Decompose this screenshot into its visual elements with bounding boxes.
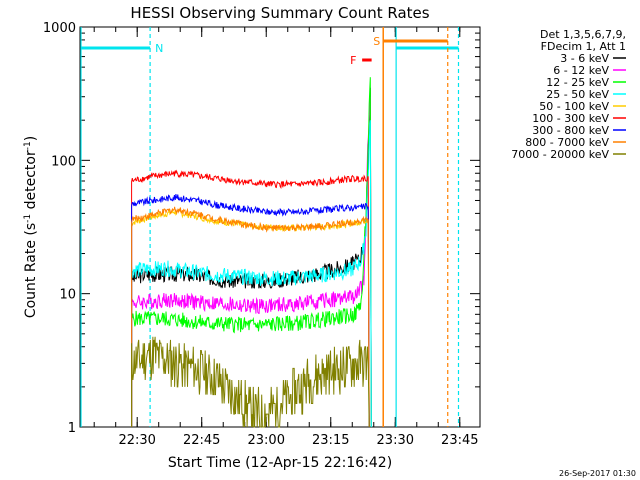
series-line-9 bbox=[131, 336, 370, 428]
series-line-3 bbox=[131, 77, 372, 428]
series-line-4 bbox=[131, 120, 372, 428]
y-label-part2: detector bbox=[23, 150, 39, 214]
legend-entry-label: 7000 - 20000 keV bbox=[511, 148, 609, 161]
observing-intervals: N S F bbox=[80, 27, 460, 427]
x-tick-label: 22:30 bbox=[118, 433, 155, 448]
series-line-6 bbox=[131, 169, 370, 428]
series-group bbox=[131, 77, 372, 428]
y-label-sup2: -1 bbox=[23, 141, 33, 150]
saa-label: S bbox=[373, 35, 380, 48]
legend-header-line: Det 1,3,5,6,7,9, bbox=[540, 28, 626, 41]
x-tick-label: 23:30 bbox=[377, 433, 414, 448]
night-label: N bbox=[155, 42, 163, 55]
x-tick-label: 23:15 bbox=[312, 433, 349, 448]
y-tick-label: 100 bbox=[51, 154, 76, 169]
legend-entry-label: 800 - 7000 keV bbox=[525, 136, 609, 149]
y-label-sup1: -1 bbox=[23, 214, 33, 223]
legend-entry-label: 50 - 100 keV bbox=[539, 100, 609, 113]
x-tick-label: 23:45 bbox=[441, 433, 478, 448]
y-tick-label: 1000 bbox=[43, 21, 76, 36]
chart-title: HESSI Observing Summary Count Rates bbox=[130, 4, 429, 22]
y-axis-label: Count Rate (s-1 detector-1) bbox=[23, 136, 39, 318]
legend-entry-label: 6 - 12 keV bbox=[553, 64, 609, 77]
legend-entry-label: 100 - 300 keV bbox=[532, 112, 609, 125]
y-tick-label: 10 bbox=[59, 288, 76, 303]
timestamp-label: 26-Sep-2017 01:30 bbox=[559, 469, 636, 478]
flare-label: F bbox=[350, 54, 356, 67]
series-line-2 bbox=[131, 96, 372, 428]
legend-header-line: FDecim 1, Att 1 bbox=[541, 40, 626, 53]
y-label-part3: ) bbox=[23, 136, 39, 141]
legend-entry-label: 25 - 50 keV bbox=[546, 88, 609, 101]
y-label-part1: Count Rate (s bbox=[23, 223, 39, 318]
legend-entry-label: 300 - 800 keV bbox=[532, 124, 609, 137]
y-tick-label: 1 bbox=[68, 421, 76, 436]
legend: Det 1,3,5,6,7,9,FDecim 1, Att 13 - 6 keV… bbox=[511, 28, 626, 161]
x-axis-ticks: 22:30 22:45 23:00 23:15 23:30 23:45 bbox=[93, 27, 479, 448]
x-axis-label: Start Time (12-Apr-15 22:16:42) bbox=[168, 455, 392, 471]
x-tick-label: 22:45 bbox=[183, 433, 220, 448]
series-line-8 bbox=[131, 206, 370, 428]
x-tick-label: 23:00 bbox=[248, 433, 285, 448]
legend-entry-label: 3 - 6 keV bbox=[560, 52, 609, 65]
series-line-7 bbox=[131, 194, 370, 428]
legend-entry-label: 12 - 25 keV bbox=[546, 76, 609, 89]
